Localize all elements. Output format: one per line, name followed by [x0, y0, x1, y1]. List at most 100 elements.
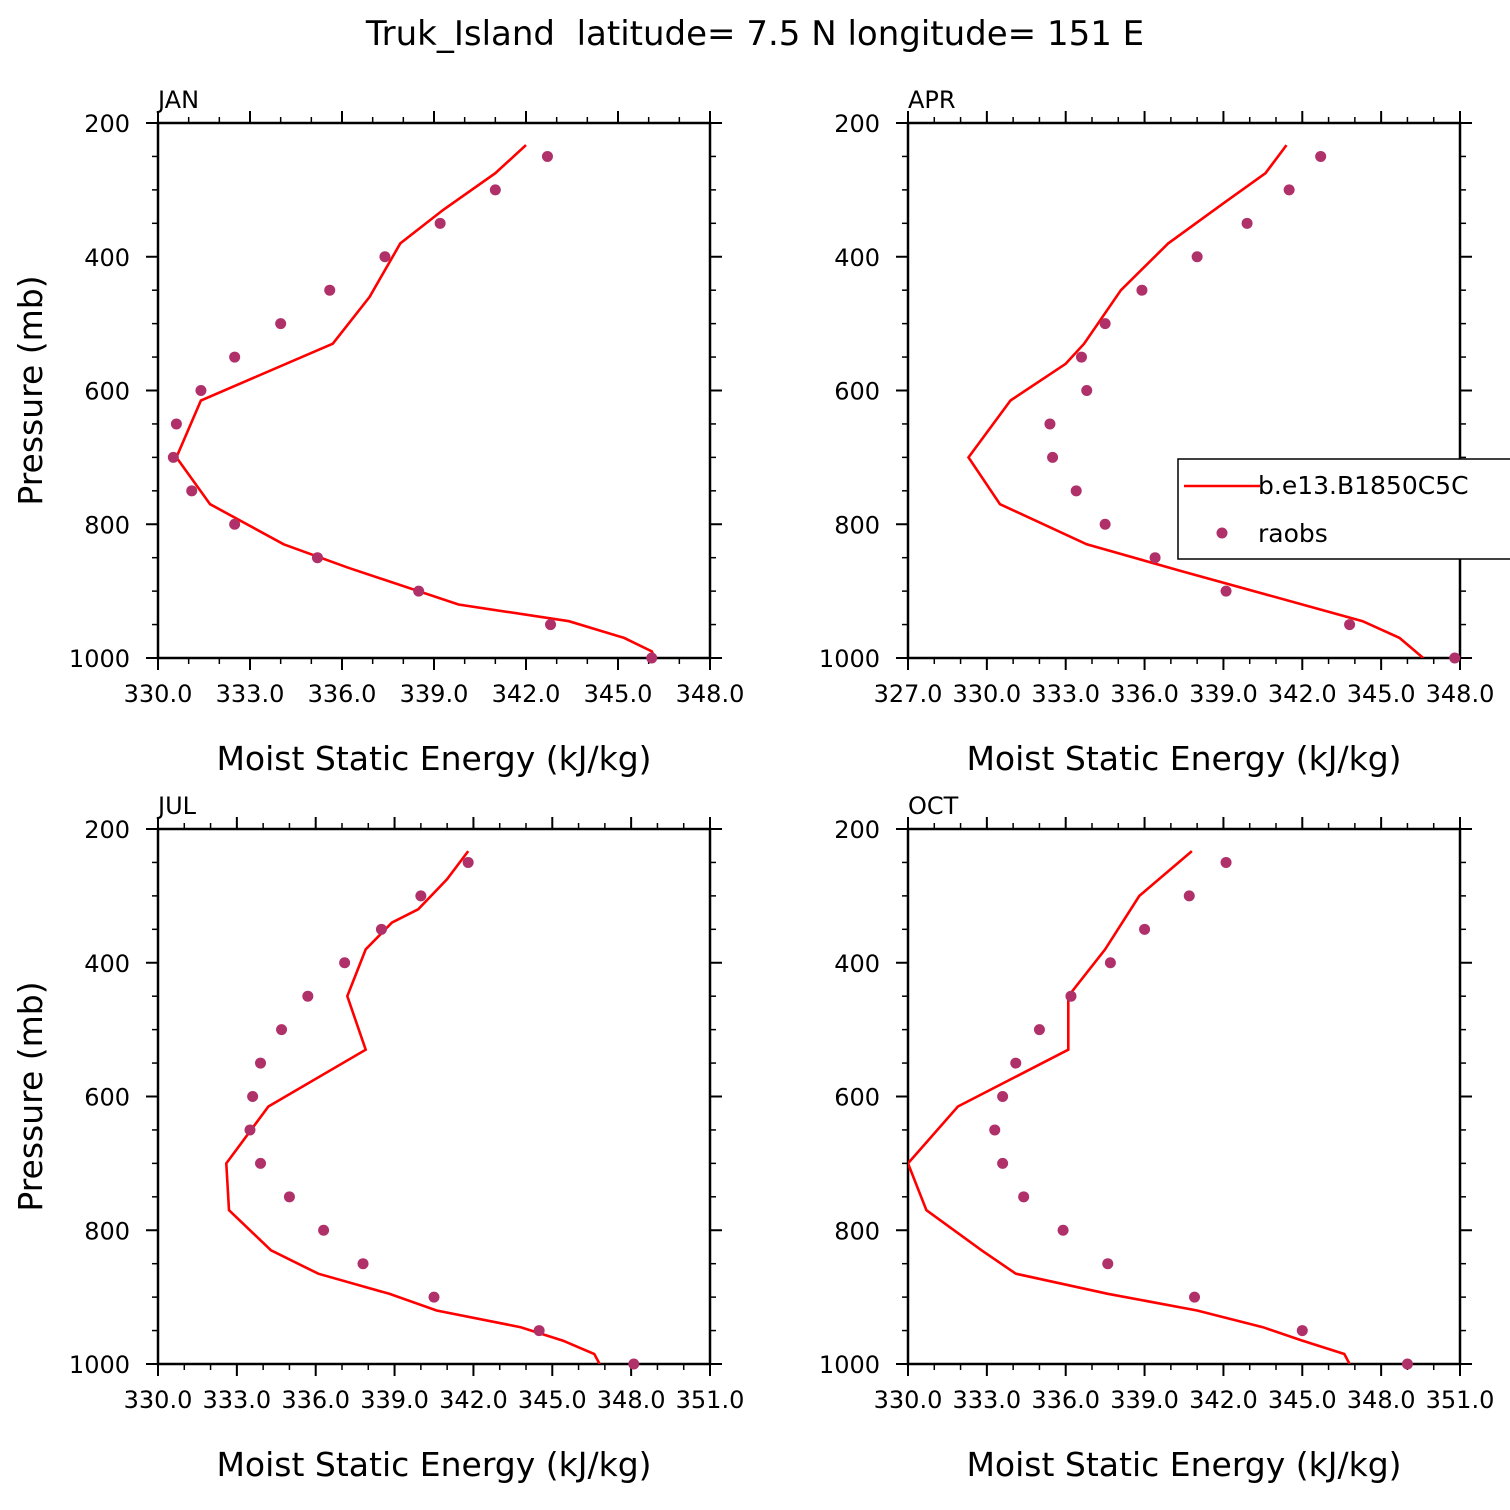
y-tick-label: 800: [84, 511, 130, 539]
raobs-point: [1283, 184, 1295, 196]
figure-title: Truk_Island latitude= 7.5 N longitude= 1…: [365, 14, 1144, 54]
x-tick-label: 348.0: [676, 680, 745, 708]
raobs-point: [283, 1191, 295, 1203]
raobs-point: [1075, 351, 1087, 363]
x-axis-title: Moist Static Energy (kJ/kg): [216, 739, 651, 778]
x-tick-label: 333.0: [216, 680, 285, 708]
raobs-point: [324, 284, 336, 296]
raobs-point: [1220, 585, 1232, 597]
raobs-point: [628, 1358, 640, 1370]
raobs-point: [1344, 619, 1356, 631]
panel-apr: 200 400 600 800 1000 327.0 330.0 333.0 336.0 339.…: [819, 86, 1510, 778]
raobs-point: [413, 585, 425, 597]
x-tick-label: 333.0: [952, 1386, 1021, 1414]
x-tick-label: 330.0: [124, 680, 193, 708]
raobs-point: [545, 619, 557, 631]
x-axis-title: Moist Static Energy (kJ/kg): [216, 1445, 651, 1484]
y-axis-title: Pressure (mb): [11, 275, 50, 505]
raobs-point: [1044, 418, 1056, 430]
y-tick-label: 800: [834, 1217, 880, 1245]
raobs-point: [1065, 990, 1077, 1002]
model-profile-line: [966, 144, 1425, 658]
panel-label: APR: [908, 86, 956, 114]
raobs-point: [415, 890, 427, 902]
x-tick-label: 339.0: [400, 680, 469, 708]
raobs-point: [1139, 923, 1151, 935]
x-tick-label: 345.0: [518, 1386, 587, 1414]
x-tick-label: 336.0: [308, 680, 377, 708]
y-tick-label: 600: [834, 1084, 880, 1112]
x-tick-label: 330.0: [124, 1386, 193, 1414]
y-tick-label: 400: [834, 950, 880, 978]
plot-frame: [906, 827, 1462, 1366]
x-tick-label: 333.0: [202, 1386, 271, 1414]
raobs-point: [997, 1157, 1009, 1169]
y-axis-title: Pressure (mb): [11, 981, 50, 1211]
raobs-point: [247, 1091, 259, 1102]
raobs-point: [302, 990, 314, 1002]
panel-label: JAN: [156, 86, 199, 114]
raobs-point: [1047, 451, 1059, 463]
raobs-point: [489, 184, 501, 196]
raobs-point: [1220, 856, 1232, 868]
raobs-point: [1018, 1191, 1030, 1203]
x-tick-label: 345.0: [584, 680, 653, 708]
y-tick-label: 600: [84, 1084, 130, 1112]
x-tick-label: 345.0: [1347, 680, 1416, 708]
x-tick-label: 351.0: [676, 1386, 745, 1414]
y-tick-label: 800: [84, 1217, 130, 1245]
raobs-point: [186, 485, 198, 497]
raobs-point: [989, 1124, 1001, 1136]
panel-jan: 200 400 600 800 1000 330.0 333.0 336.0 339.0 342.…: [11, 86, 744, 778]
legend-box: [1177, 458, 1510, 560]
panel-label: JUL: [156, 792, 197, 820]
model-profile-line: [174, 144, 656, 658]
raobs-point: [1241, 217, 1253, 229]
raobs-point: [339, 957, 351, 969]
legend: b.e13.B1850C5C raobs: [1177, 458, 1510, 560]
panel-jul: 200 400 600 800 1000 330.0 333.0 336.0 339.0 342.…: [11, 792, 744, 1484]
raobs-point: [276, 1024, 288, 1036]
raobs-point: [541, 150, 553, 162]
raobs-point: [275, 318, 287, 330]
y-tick-label: 1000: [69, 645, 130, 673]
raobs-point: [1315, 150, 1327, 162]
raobs-point: [255, 1057, 267, 1069]
raobs-point: [1149, 552, 1161, 564]
x-tick-label: 336.0: [1110, 680, 1179, 708]
x-axis-title: Moist Static Energy (kJ/kg): [966, 1445, 1401, 1484]
plot-frame: [156, 827, 712, 1366]
raobs-point: [1057, 1224, 1069, 1236]
raobs-point: [434, 217, 446, 229]
raobs-point: [229, 518, 241, 530]
x-tick-label: 351.0: [1426, 1386, 1495, 1414]
raobs-point: [1136, 284, 1148, 296]
raobs-point: [1189, 1291, 1201, 1303]
x-axis-title: Moist Static Energy (kJ/kg): [966, 739, 1401, 778]
x-tick-label: 327.0: [874, 680, 943, 708]
x-tick-label: 330.0: [874, 1386, 943, 1414]
x-tick-label: 345.0: [1268, 1386, 1337, 1414]
y-tick-label: 600: [84, 378, 130, 406]
plot-frame: [906, 121, 1462, 660]
raobs-point: [379, 251, 391, 263]
y-tick-label: 400: [84, 244, 130, 272]
legend-label-model: b.e13.B1850C5C: [1258, 471, 1469, 500]
raobs-point: [244, 1124, 256, 1136]
x-tick-label: 339.0: [1110, 1386, 1179, 1414]
x-tick-label: 342.0: [492, 680, 561, 708]
x-tick-label: 339.0: [1189, 680, 1258, 708]
raobs-point: [318, 1224, 330, 1236]
y-tick-label: 200: [84, 816, 130, 844]
plot-frame: [156, 121, 712, 660]
x-tick-label: 342.0: [439, 1386, 508, 1414]
raobs-point: [646, 652, 658, 664]
raobs-point: [1296, 1325, 1308, 1337]
x-tick-label: 336.0: [281, 1386, 350, 1414]
panel-oct: 200 400 600 800 1000 330.0 333.0 336.0 339.0 342.…: [819, 792, 1494, 1484]
model-profile-line: [908, 850, 1351, 1364]
raobs-point: [462, 856, 474, 868]
x-tick-label: 330.0: [952, 680, 1021, 708]
raobs-point: [1449, 652, 1461, 664]
x-tick-label: 336.0: [1031, 1386, 1100, 1414]
